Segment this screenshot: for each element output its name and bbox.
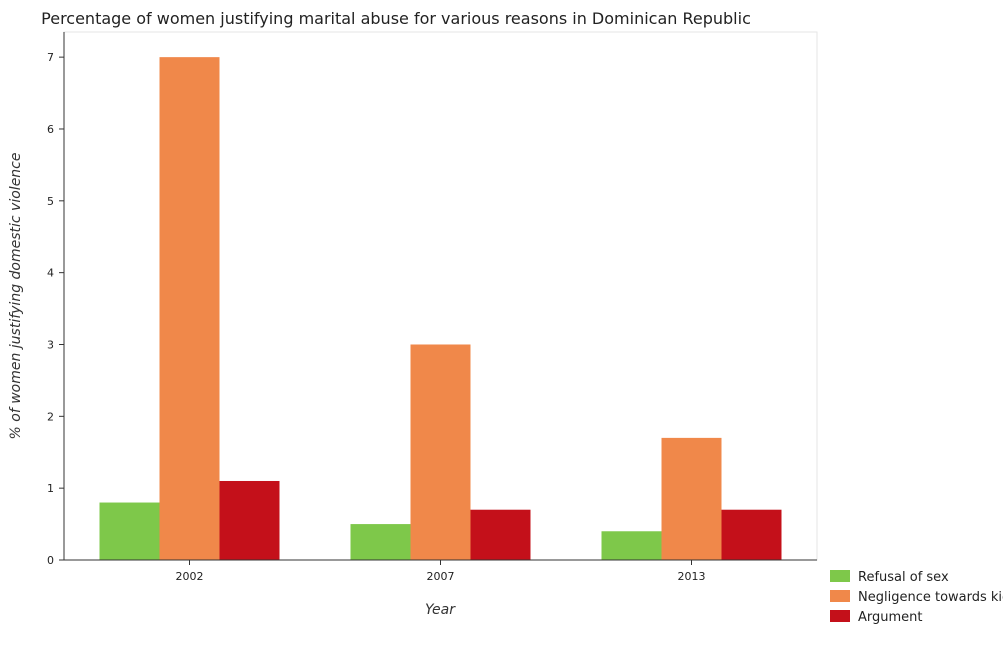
bar-negligence-towards-kids-2007 — [410, 344, 471, 560]
x-tick-label: 2007 — [427, 570, 455, 583]
bar-argument-2013 — [721, 509, 782, 560]
y-tick-label: 3 — [47, 338, 54, 351]
x-tick-label: 2013 — [678, 570, 706, 583]
bar-negligence-towards-kids-2002 — [159, 57, 220, 561]
legend-label: Refusal of sex — [858, 570, 949, 585]
bar-argument-2002 — [219, 480, 280, 560]
legend-label: Argument — [858, 610, 923, 625]
chart-title: Percentage of women justifying marital a… — [41, 9, 751, 28]
legend-swatch-refusal-of-sex — [830, 570, 850, 582]
x-axis: 2002 2007 2013 — [64, 559, 817, 583]
y-axis: 0 1 2 3 4 5 6 7 — [47, 32, 65, 567]
legend-swatch-argument — [830, 610, 850, 622]
bar-refusal-of-sex-2013 — [601, 531, 662, 560]
bar-refusal-of-sex-2007 — [350, 524, 411, 560]
y-tick-label: 5 — [47, 195, 54, 208]
y-tick-label: 1 — [47, 482, 54, 495]
legend-swatch-negligence-towards-kids — [830, 590, 850, 602]
y-tick-label: 7 — [47, 51, 54, 64]
y-axis-label: % of women justifying domestic violence — [8, 153, 24, 440]
y-tick-label: 4 — [47, 267, 54, 280]
y-tick-label: 0 — [47, 554, 54, 567]
legend: Refusal of sex Negligence towards kids Arg… — [830, 570, 1003, 625]
legend-label: Negligence towards kids — [858, 590, 1003, 605]
y-tick-label: 2 — [47, 410, 54, 423]
y-tick-label: 6 — [47, 123, 54, 136]
x-axis-label: Year — [425, 602, 456, 618]
bar-negligence-towards-kids-2013 — [661, 437, 722, 560]
x-tick-label: 2002 — [176, 570, 204, 583]
bar-refusal-of-sex-2002 — [99, 502, 160, 560]
bar-argument-2007 — [470, 509, 531, 560]
bars — [99, 57, 782, 561]
